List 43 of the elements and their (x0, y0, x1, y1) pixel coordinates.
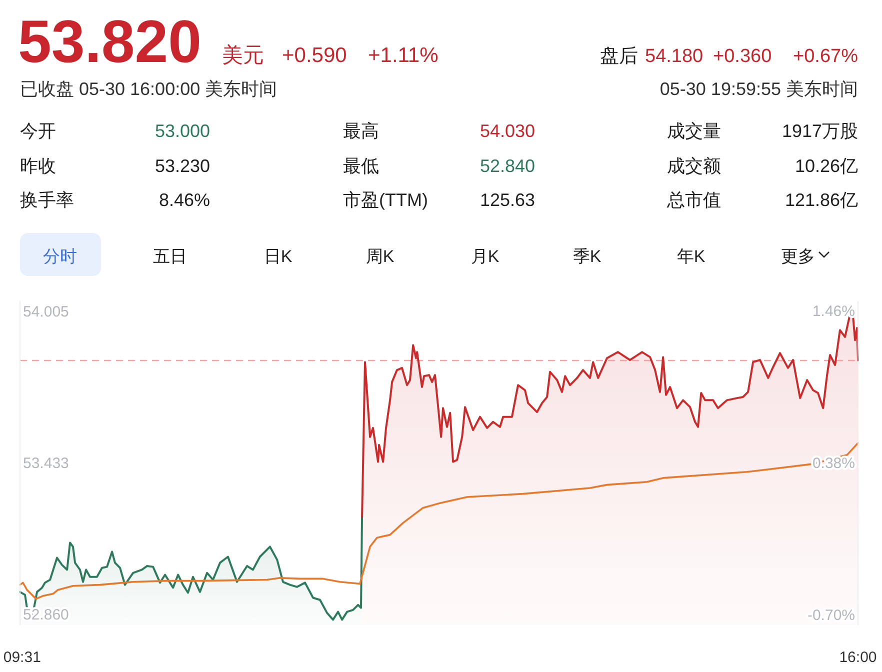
chart-title: 53.820 (18, 8, 202, 75)
text: 54.180 (645, 46, 704, 67)
text: 日K (264, 247, 293, 266)
x-tick-label: 09:31 (3, 649, 41, 666)
text: 市盈(TTM) (343, 190, 428, 210)
text: 125.63 (480, 190, 535, 210)
text: +0.360 (713, 46, 772, 67)
text: 成交量 (667, 121, 721, 141)
text: 成交额 (667, 156, 721, 176)
text: +0.67% (793, 46, 858, 67)
text: 已收盘 05-30 16:00:00 美东时间 (20, 79, 278, 99)
x-tick-label: 16:00 (839, 649, 877, 666)
text: 盘后 (600, 46, 638, 67)
text: 更多 (781, 247, 815, 266)
text: 周K (366, 247, 395, 266)
text: 54.030 (480, 121, 535, 141)
text: 昨收 (20, 156, 56, 176)
text: 52.840 (480, 156, 535, 176)
text: 最低 (343, 156, 379, 176)
text: 五日 (153, 247, 187, 266)
text: 05-30 19:59:55 美东时间 (660, 79, 858, 99)
text: 月K (470, 247, 500, 266)
y2-tick-label: 0.38% (812, 455, 855, 472)
text: 分时 (43, 247, 77, 266)
y-tick-label: 53.433 (23, 454, 69, 472)
text: 53.000 (154, 121, 210, 141)
line-series (19, 442, 859, 600)
text: +0.590 (282, 44, 347, 67)
text: 53.230 (154, 156, 210, 176)
text: 美元 (222, 44, 264, 67)
y2-tick-label: -0.70% (807, 607, 855, 624)
text: 季K (572, 247, 602, 266)
text: 年K (676, 247, 706, 266)
text: 总市值 (666, 190, 721, 210)
text: +1.11% (368, 44, 438, 67)
text: 121.86亿 (784, 190, 858, 210)
text: 今开 (20, 121, 56, 141)
text: 10.26亿 (794, 156, 858, 176)
y-tick-label: 54.005 (23, 304, 69, 321)
text: 8.46% (158, 190, 210, 210)
text: 最高 (343, 121, 379, 141)
text: 1917万股 (782, 121, 858, 141)
text: 换手率 (20, 190, 74, 210)
